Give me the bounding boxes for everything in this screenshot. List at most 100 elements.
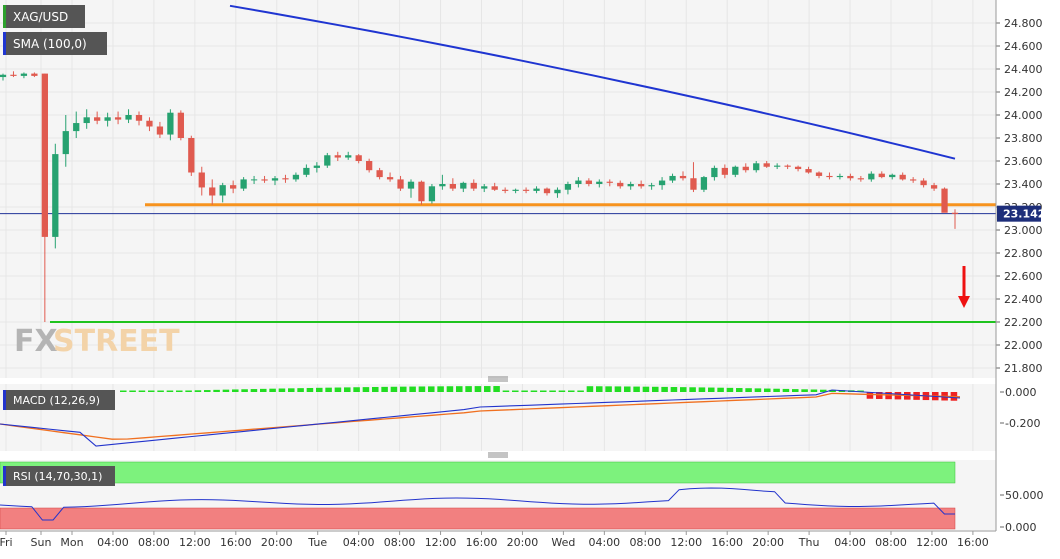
macd-bar bbox=[680, 387, 687, 392]
candle-body bbox=[376, 170, 383, 178]
macd-bar bbox=[829, 389, 836, 392]
time-tick-label: 16:00 bbox=[220, 536, 252, 549]
candle-body bbox=[407, 181, 415, 189]
candle-body bbox=[857, 178, 864, 180]
time-tick-label: Tue bbox=[307, 536, 327, 549]
macd-bar bbox=[876, 392, 883, 399]
macd-bar bbox=[754, 388, 762, 392]
resize-handle-2-icon[interactable] bbox=[488, 452, 508, 458]
macd-bar bbox=[642, 386, 650, 392]
time-tick-label: 04:00 bbox=[588, 536, 620, 549]
macd-bar bbox=[400, 386, 407, 392]
macd-bar bbox=[213, 389, 220, 392]
macd-bar bbox=[437, 386, 444, 392]
candle-body bbox=[334, 155, 341, 158]
candle-body bbox=[177, 112, 184, 138]
candle-body bbox=[271, 178, 279, 181]
candle-body bbox=[690, 178, 697, 190]
time-tick-label: Mon bbox=[60, 536, 83, 549]
macd-bar bbox=[614, 386, 622, 392]
macd-bar bbox=[558, 390, 566, 392]
macd-bar bbox=[698, 387, 706, 392]
price-axis: 24.800 24.600 24.400 24.200 24.000 23.800 23.6… bbox=[996, 17, 1043, 375]
price-tick-label: 23.800 bbox=[1004, 132, 1043, 145]
candle-body bbox=[386, 177, 394, 180]
macd-bar bbox=[782, 388, 790, 392]
price-tick-label: 22.200 bbox=[1004, 316, 1043, 329]
macd-bar bbox=[820, 389, 827, 392]
fxstreet-watermark: FX STREET bbox=[14, 324, 180, 359]
candle-body bbox=[868, 173, 875, 180]
price-tick-label: 24.000 bbox=[1004, 109, 1043, 122]
rsi-tick-0: 0.000 bbox=[1005, 521, 1037, 534]
macd-bar bbox=[661, 386, 668, 392]
candle-body bbox=[732, 166, 739, 175]
candle-body bbox=[198, 172, 205, 188]
macd-bar bbox=[418, 386, 426, 392]
candle-body bbox=[481, 186, 488, 189]
macd-bar bbox=[232, 389, 239, 392]
candle-body bbox=[355, 155, 362, 161]
candle-body bbox=[951, 212, 959, 214]
candle-body bbox=[878, 173, 885, 178]
rsi-label: RSI (14,70,30,1) bbox=[13, 470, 102, 483]
candle-body bbox=[794, 166, 802, 170]
instrument-badge[interactable]: XAG/USD bbox=[3, 5, 85, 28]
macd-badge[interactable]: MACD (12,26,9) bbox=[3, 390, 115, 410]
candle-body bbox=[313, 165, 320, 168]
candle-body bbox=[512, 189, 519, 191]
time-tick-label: 12:00 bbox=[179, 536, 211, 549]
candle-body bbox=[889, 174, 896, 178]
resize-handle-1-icon[interactable] bbox=[488, 376, 508, 382]
candle-body bbox=[261, 179, 268, 181]
macd-bar bbox=[521, 390, 528, 392]
macd-bar bbox=[381, 386, 388, 392]
macd-bar bbox=[745, 388, 752, 392]
candle-body bbox=[282, 178, 289, 180]
price-tick-label: 24.200 bbox=[1004, 86, 1043, 99]
time-axis: Fri Sun Mon 04:00 08:00 12:00 16:00 20:00 Tue 04:… bbox=[0, 531, 989, 549]
candle-body bbox=[83, 117, 90, 124]
candle-body bbox=[449, 184, 456, 189]
candles bbox=[0, 71, 959, 322]
macd-bar bbox=[866, 392, 874, 399]
price-tick-label: 23.000 bbox=[1004, 224, 1043, 237]
macd-bar bbox=[353, 387, 360, 392]
price-tick-label: 22.000 bbox=[1004, 339, 1043, 352]
macd-tick-neg: -0.200 bbox=[1005, 417, 1040, 430]
macd-bar bbox=[689, 387, 696, 392]
macd-bar bbox=[596, 386, 603, 392]
price-tick-label: 23.400 bbox=[1004, 178, 1043, 191]
candle-body bbox=[815, 172, 823, 176]
candle-body bbox=[543, 188, 551, 194]
time-tick-label: 12:00 bbox=[916, 536, 948, 549]
time-tick-label: 12:00 bbox=[425, 536, 457, 549]
macd-bar bbox=[446, 386, 454, 392]
macd-bar bbox=[801, 389, 808, 392]
candle-body bbox=[564, 184, 572, 190]
macd-bar bbox=[530, 390, 538, 392]
macd-bar bbox=[708, 387, 715, 392]
macd-bar bbox=[512, 390, 519, 392]
candle-body bbox=[439, 184, 446, 187]
candle-body bbox=[522, 189, 530, 191]
rsi-badge[interactable]: RSI (14,70,30,1) bbox=[3, 466, 115, 486]
candle-body bbox=[491, 186, 498, 190]
macd-bar bbox=[773, 388, 780, 392]
macd-bar bbox=[129, 390, 136, 392]
macd-bar bbox=[810, 389, 818, 392]
candle-body bbox=[219, 185, 226, 196]
macd-bar bbox=[736, 388, 743, 392]
macd-bar bbox=[484, 386, 491, 392]
sma-badge[interactable]: SMA (100,0) bbox=[3, 32, 107, 55]
candle-body bbox=[428, 186, 436, 202]
candle-body bbox=[230, 185, 237, 189]
price-tick-label: 24.400 bbox=[1004, 63, 1043, 76]
time-tick-label: 04:00 bbox=[343, 536, 375, 549]
macd-axis: 0.000 -0.200 bbox=[1000, 386, 1040, 430]
time-tick-label: 08:00 bbox=[138, 536, 170, 549]
candle-body bbox=[62, 131, 69, 155]
macd-bar bbox=[885, 392, 892, 400]
candle-body bbox=[345, 155, 352, 158]
